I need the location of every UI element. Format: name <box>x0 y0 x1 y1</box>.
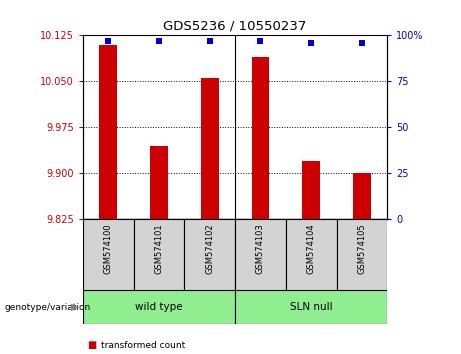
Text: ▶: ▶ <box>71 302 78 312</box>
Text: GSM574101: GSM574101 <box>154 223 164 274</box>
Bar <box>134 219 184 290</box>
Bar <box>83 290 235 324</box>
Point <box>257 38 264 44</box>
Text: GSM574105: GSM574105 <box>357 223 366 274</box>
Bar <box>201 78 219 219</box>
Bar <box>286 219 337 290</box>
Point <box>105 38 112 44</box>
Bar <box>83 219 134 290</box>
Bar <box>353 173 371 219</box>
Bar <box>100 45 117 219</box>
Text: transformed count: transformed count <box>101 341 186 350</box>
Text: GSM574102: GSM574102 <box>205 223 214 274</box>
Point <box>155 38 163 44</box>
Text: ■: ■ <box>88 340 97 350</box>
Bar <box>252 57 269 219</box>
Bar <box>150 146 168 219</box>
Bar <box>235 219 286 290</box>
Point <box>206 38 213 44</box>
Bar <box>337 219 387 290</box>
Title: GDS5236 / 10550237: GDS5236 / 10550237 <box>163 20 307 33</box>
Text: genotype/variation: genotype/variation <box>5 303 91 312</box>
Bar <box>302 161 320 219</box>
Bar <box>184 219 235 290</box>
Bar <box>235 290 387 324</box>
Point <box>307 40 315 46</box>
Text: wild type: wild type <box>135 302 183 312</box>
Text: GSM574100: GSM574100 <box>104 223 113 274</box>
Text: SLN null: SLN null <box>290 302 332 312</box>
Text: GSM574104: GSM574104 <box>307 223 316 274</box>
Text: GSM574103: GSM574103 <box>256 223 265 274</box>
Point <box>358 40 366 46</box>
